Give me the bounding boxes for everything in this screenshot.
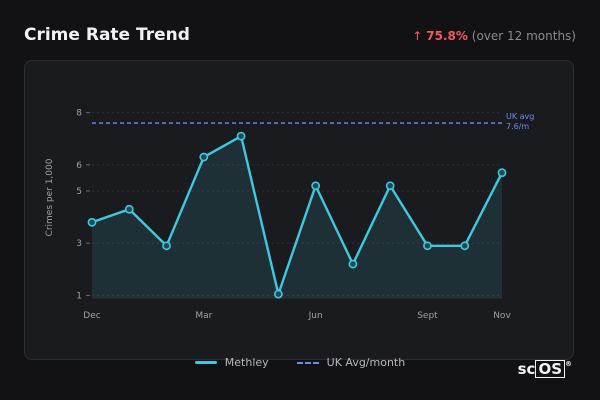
x-tick-label: Sept <box>417 311 438 321</box>
data-point <box>162 241 171 251</box>
reference-annotation: 7.6/m <box>506 122 529 131</box>
legend-reference-label: UK Avg/month <box>326 356 406 369</box>
brand-boxed: OS <box>535 360 565 378</box>
chart-legend: Methley UK Avg/month <box>0 356 600 369</box>
legend-item-reference[interactable]: UK Avg/month <box>296 356 406 369</box>
x-tick-label: Mar <box>195 311 212 321</box>
series-swatch <box>194 361 217 364</box>
chart-title: Crime Rate Trend <box>24 25 190 45</box>
y-axis-title: Crimes per 1,000 <box>45 158 55 236</box>
data-point <box>348 259 358 269</box>
change-period: (over 12 months) <box>471 29 576 43</box>
chart-card: 1 3 5 6 8 Crimes per 1,000 UK avg 7.6/m Dec Mar Ju… <box>24 60 574 360</box>
y-tick-label: 8 <box>76 109 82 119</box>
y-tick-label: 6 <box>76 161 82 171</box>
data-point <box>124 204 134 214</box>
legend-series-label: Methley <box>224 356 269 369</box>
up-arrow-icon: ↑ <box>412 29 423 43</box>
brand-logo: sc OS ® <box>518 360 572 378</box>
data-point <box>236 131 246 141</box>
data-point <box>273 289 283 299</box>
y-tick-label: 1 <box>76 291 82 301</box>
x-tick-label: Dec <box>83 311 100 321</box>
data-point <box>423 241 432 251</box>
x-tick-label: Nov <box>493 311 511 321</box>
data-point <box>87 217 97 227</box>
legend-item-series[interactable]: Methley <box>194 356 269 369</box>
reference-swatch <box>296 361 319 364</box>
data-point <box>385 181 395 191</box>
data-point <box>199 152 209 162</box>
change-percent: 75.8% <box>426 29 468 43</box>
data-point <box>497 168 507 178</box>
brand-mark: ® <box>565 360 572 368</box>
series-area <box>92 136 502 298</box>
x-tick-label: Jun <box>308 311 323 321</box>
data-point <box>311 181 321 191</box>
data-point <box>460 241 470 251</box>
series-line <box>91 134 504 296</box>
y-tick-label: 3 <box>76 239 82 249</box>
reference-annotation: UK avg <box>506 112 534 121</box>
change-indicator: ↑ 75.8% (over 12 months) <box>412 29 576 43</box>
y-tick-label: 5 <box>76 187 82 197</box>
brand-prefix: sc <box>517 360 536 378</box>
